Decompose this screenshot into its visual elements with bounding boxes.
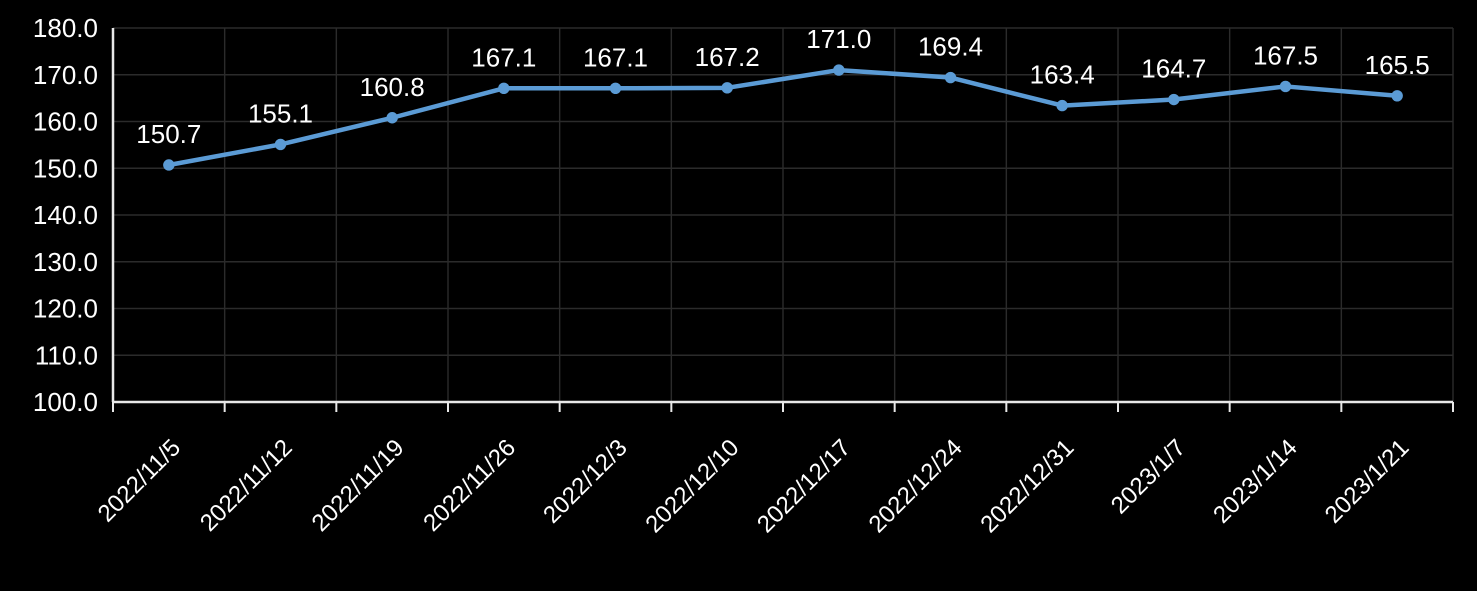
series-markers <box>163 64 1403 171</box>
data-point-marker <box>1279 80 1292 93</box>
axes <box>111 28 1454 412</box>
gridlines <box>113 27 1454 402</box>
data-label: 169.4 <box>918 32 983 62</box>
data-point-marker <box>944 71 957 84</box>
y-tick-label: 100.0 <box>33 387 98 417</box>
data-point-marker <box>1056 99 1068 112</box>
data-label: 167.2 <box>695 42 760 72</box>
series-line <box>166 67 1400 168</box>
y-tick-label: 130.0 <box>33 247 98 277</box>
y-tick-label: 160.0 <box>33 107 98 137</box>
data-point-marker <box>609 82 622 95</box>
data-label: 164.7 <box>1141 54 1206 84</box>
data-label: 167.5 <box>1253 40 1318 70</box>
data-point-marker <box>1391 90 1403 102</box>
y-tick-label: 180.0 <box>33 13 98 43</box>
data-point-marker <box>274 138 287 151</box>
data-point-marker <box>1168 93 1180 106</box>
data-point-marker <box>833 64 845 76</box>
data-label: 160.8 <box>360 72 425 102</box>
data-label: 171.0 <box>806 24 871 54</box>
data-label: 163.4 <box>1030 60 1095 90</box>
data-label: 167.1 <box>583 42 648 72</box>
data-point-marker <box>386 112 398 124</box>
data-label: 165.5 <box>1365 50 1430 80</box>
y-tick-label: 120.0 <box>33 294 98 324</box>
y-tick-label: 110.0 <box>35 340 98 370</box>
data-label: 150.7 <box>136 119 201 149</box>
y-tick-label: 150.0 <box>33 153 98 183</box>
y-tick-label: 170.0 <box>33 60 98 90</box>
data-label: 167.1 <box>471 42 536 72</box>
y-tick-label: 140.0 <box>33 200 98 230</box>
data-point-marker <box>721 82 733 94</box>
y-axis-labels: 180.0 170.0 160.0 150.0 140.0 130.0 120.0 110.0… <box>33 13 98 417</box>
data-point-marker <box>163 159 175 171</box>
data-point-marker <box>498 82 510 95</box>
data-label: 155.1 <box>248 98 313 128</box>
data-labels: 150.7 155.1 160.8 167.1 167.1 167.2 171.0 169.4… <box>136 24 1429 149</box>
